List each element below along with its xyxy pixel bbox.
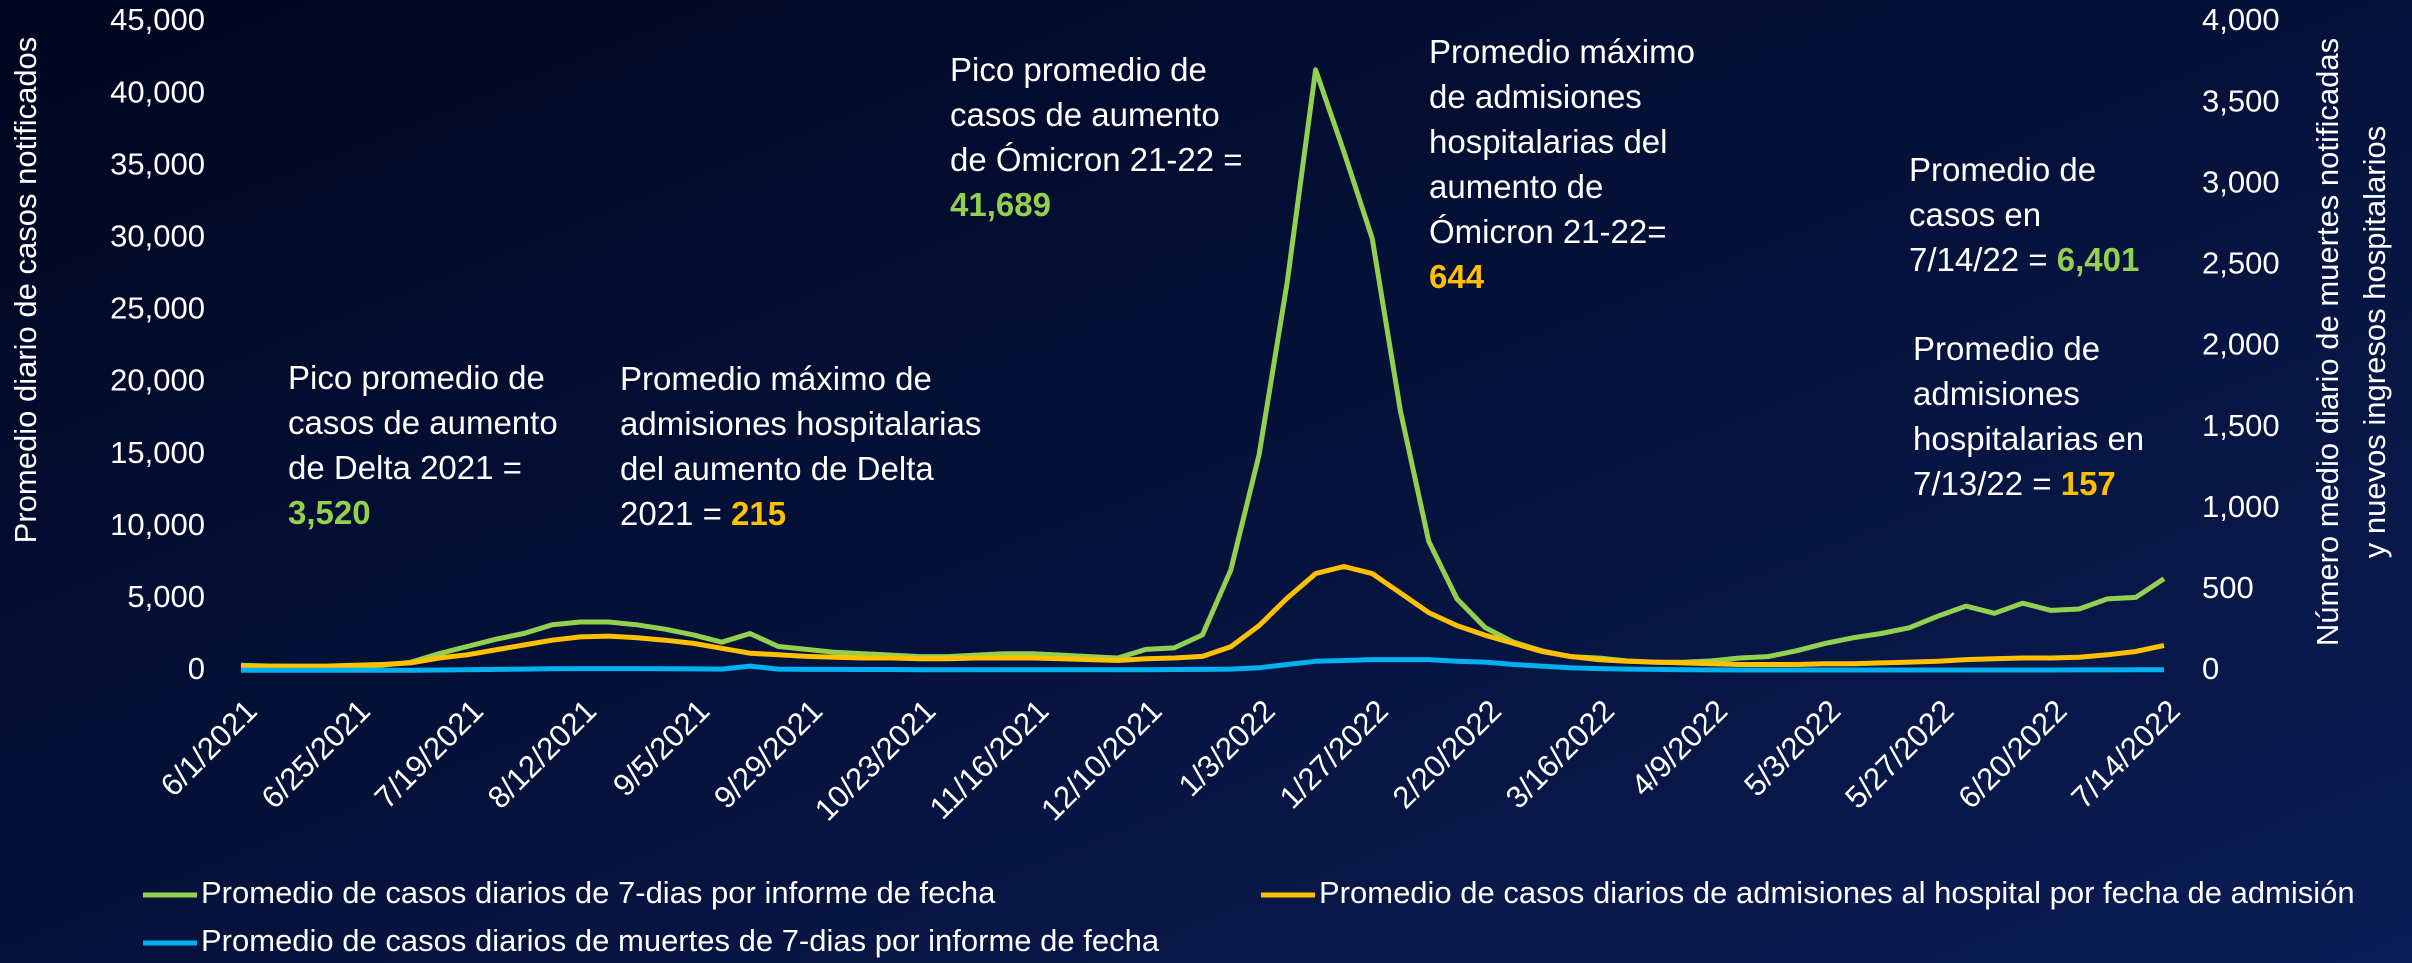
annotation-text: admisiones hospitalarias (620, 405, 981, 442)
annotation-text: Promedio de (1913, 330, 2100, 367)
annotation: 2021 = 215 (620, 495, 786, 532)
legend-label: Promedio de casos diarios de admisiones … (1319, 875, 2355, 910)
annotation-value: 644 (1429, 258, 1485, 295)
annotation-value: 157 (2061, 465, 2116, 502)
y-tick-label: 45,000 (110, 2, 205, 37)
annotation: 644 (1429, 258, 1485, 295)
y-tick-label: 40,000 (110, 74, 205, 109)
annotation-value: 215 (731, 495, 786, 532)
annotation: 3,520 (288, 494, 371, 531)
y-tick-label: 0 (188, 651, 205, 686)
y2-tick-label: 1,500 (2202, 408, 2280, 443)
y-tick-label: 10,000 (110, 507, 205, 542)
annotation-text: hospitalarias en (1913, 420, 2144, 457)
annotation-text: Pico promedio de (288, 359, 545, 396)
annotation-text: casos en (1909, 196, 2041, 233)
y2-tick-label: 2,500 (2202, 246, 2280, 281)
annotation: hospitalarias del (1429, 123, 1667, 160)
series-line (240, 67, 2166, 670)
annotation-value: 6,401 (2057, 241, 2140, 278)
y-tick-label: 20,000 (110, 363, 205, 398)
annotation: 41,689 (950, 186, 1051, 223)
annotation: Ómicron 21-22= (1429, 213, 1667, 250)
annotation: de Delta 2021 = (288, 449, 522, 486)
y2-tick-label: 3,000 (2202, 164, 2280, 199)
annotation-text: casos de aumento (950, 96, 1220, 133)
annotation: Promedio de (1909, 151, 2096, 188)
annotation: Promedio máximo (1429, 33, 1695, 70)
annotation: 7/13/22 = 157 (1913, 465, 2116, 502)
annotation-text: Promedio de (1909, 151, 2096, 188)
y2-axis-title: y nuevos ingresos hospitalarios (2357, 126, 2392, 559)
annotation: del aumento de Delta (620, 450, 934, 487)
annotation-text: 7/13/22 = (1913, 465, 2061, 502)
annotation: casos en (1909, 196, 2041, 233)
y2-tick-label: 3,500 (2202, 83, 2280, 118)
annotation: casos de aumento (288, 404, 558, 441)
y2-tick-label: 1,000 (2202, 489, 2280, 524)
annotation: Promedio de (1913, 330, 2100, 367)
annotation-text: Promedio máximo (1429, 33, 1695, 70)
annotation-text: 2021 = (620, 495, 731, 532)
annotation-text: aumento de (1429, 168, 1603, 205)
y2-tick-label: 500 (2202, 570, 2254, 605)
annotation-text: de Delta 2021 = (288, 449, 522, 486)
annotation: admisiones hospitalarias (620, 405, 981, 442)
annotation-value: 41,689 (950, 186, 1051, 223)
y-axis-title: Promedio diario de casos notificados (8, 37, 43, 544)
annotation: de Ómicron 21-22 = (950, 141, 1243, 178)
y-tick-label: 25,000 (110, 291, 205, 326)
annotation-text: Promedio máximo de (620, 360, 932, 397)
series-line (241, 564, 2165, 669)
annotation-text: casos de aumento (288, 404, 558, 441)
annotation: casos de aumento (950, 96, 1220, 133)
annotation-text: hospitalarias del (1429, 123, 1667, 160)
series-line (241, 657, 2164, 673)
annotation-text: admisiones (1913, 375, 2080, 412)
y2-axis-title: Número medio diario de muertes notificad… (2310, 38, 2345, 646)
y-tick-label: 15,000 (110, 435, 205, 470)
annotation-value: 3,520 (288, 494, 371, 531)
annotation: hospitalarias en (1913, 420, 2144, 457)
legend-label: Promedio de casos diarios de muertes de … (201, 923, 1160, 958)
y2-tick-label: 0 (2202, 651, 2219, 686)
annotation-text: Ómicron 21-22= (1429, 213, 1667, 250)
annotation: admisiones (1913, 375, 2080, 412)
y-tick-label: 30,000 (110, 219, 205, 254)
annotation: aumento de (1429, 168, 1603, 205)
y-tick-label: 5,000 (127, 579, 205, 614)
y2-tick-label: 2,000 (2202, 327, 2280, 362)
annotation: Pico promedio de (288, 359, 545, 396)
annotation: 7/14/22 = 6,401 (1909, 241, 2139, 278)
annotation: Pico promedio de (950, 51, 1207, 88)
annotation-text: de Ómicron 21-22 = (950, 141, 1243, 178)
annotation-text: Pico promedio de (950, 51, 1207, 88)
annotation-text: de admisiones (1429, 78, 1642, 115)
annotation: de admisiones (1429, 78, 1642, 115)
annotation: Promedio máximo de (620, 360, 932, 397)
annotation-text: del aumento de Delta (620, 450, 934, 487)
y2-tick-label: 4,000 (2202, 2, 2280, 37)
annotation-text: 7/14/22 = (1909, 241, 2057, 278)
y-tick-label: 35,000 (110, 146, 205, 181)
legend-label: Promedio de casos diarios de 7-dias por … (201, 875, 996, 910)
